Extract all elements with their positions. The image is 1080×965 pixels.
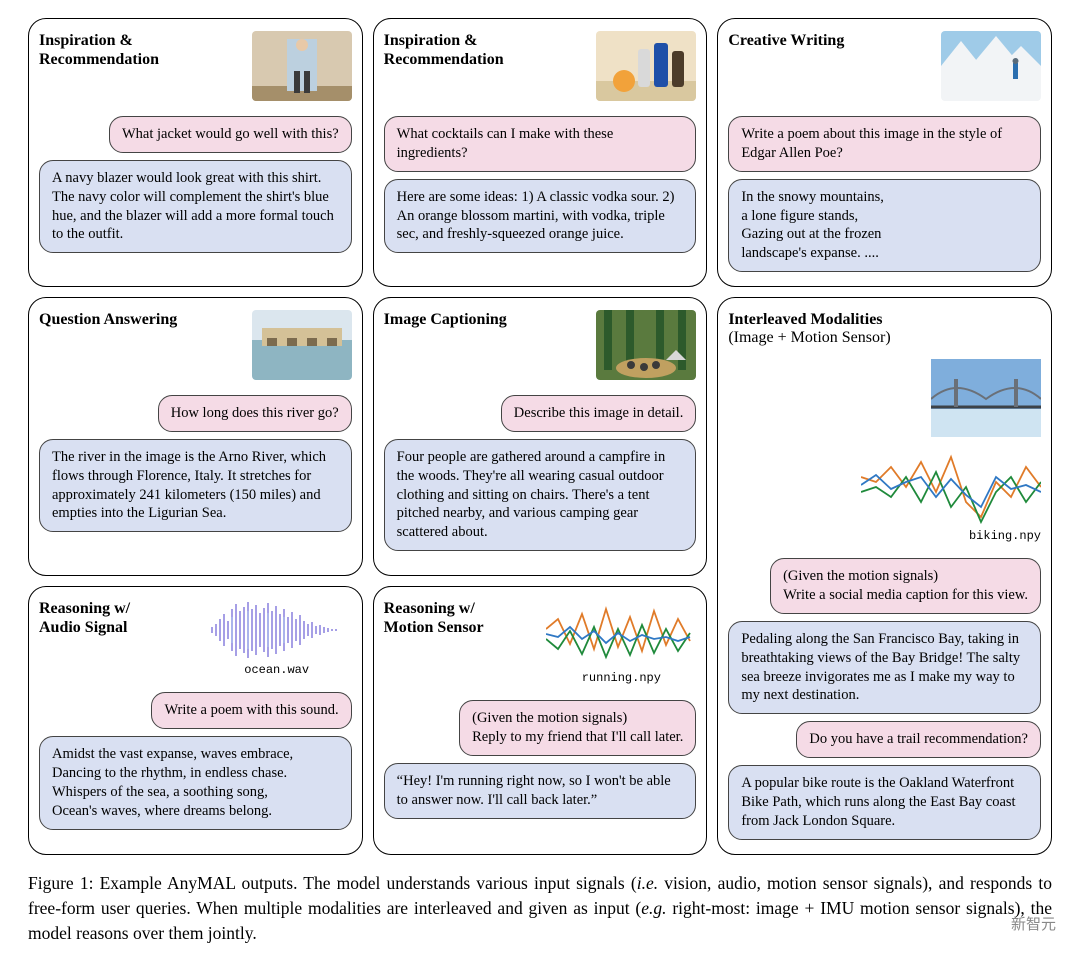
user-bubble: What jacket would go well with this? — [109, 116, 352, 153]
panel-title: Inspiration &Recommendation — [384, 31, 504, 69]
assistant-bubble: Pedaling along the San Francisco Bay, ta… — [728, 621, 1041, 714]
user-bubble: How long does this river go? — [158, 395, 352, 432]
panel-interleaved-modalities: Interleaved Modalities (Image + Motion S… — [717, 297, 1052, 855]
motion-signal-icon — [861, 447, 1041, 527]
user-bubble: (Given the motion signals) Write a socia… — [770, 558, 1041, 614]
watermark: 新智元 — [1011, 913, 1056, 934]
panel-inspiration-cocktails: Inspiration &Recommendation What cocktai… — [373, 18, 708, 287]
audio-waveform-icon — [202, 599, 352, 661]
image-icon — [596, 31, 696, 101]
thumb-snow — [941, 31, 1041, 101]
image-icon — [941, 31, 1041, 101]
motion-signal: running.npy — [546, 599, 696, 685]
thumb-mirror-selfie — [252, 31, 352, 101]
figure-caption: Figure 1: Example AnyMAL outputs. The mo… — [28, 871, 1052, 947]
assistant-bubble: Four people are gathered around a campfi… — [384, 439, 697, 551]
panel-question-answering: Question Answering How long does this ri… — [28, 297, 363, 576]
thumb-bay-bridge — [931, 359, 1041, 437]
signal-label: running.npy — [582, 671, 661, 685]
panel-title: Interleaved Modalities — [728, 311, 882, 328]
assistant-bubble: A popular bike route is the Oakland Wate… — [728, 765, 1041, 840]
panel-reasoning-audio: Reasoning w/Audio Signal — [28, 586, 363, 854]
audio-signal: ocean.wav — [202, 599, 352, 677]
panel-title: Image Captioning — [384, 310, 507, 329]
motion-signal-icon — [546, 599, 696, 669]
assistant-bubble: Amidst the vast expanse, waves embrace, … — [39, 736, 352, 829]
panel-inspiration-outfit: Inspiration &Recommendation What jacket … — [28, 18, 363, 287]
user-bubble: Describe this image in detail. — [501, 395, 697, 432]
panel-creative-writing: Creative Writing Write a poem about this… — [717, 18, 1052, 287]
thumb-campfire — [596, 310, 696, 380]
panel-title: Reasoning w/Motion Sensor — [384, 599, 484, 637]
user-bubble: Write a poem about this image in the sty… — [728, 116, 1041, 172]
assistant-bubble: The river in the image is the Arno River… — [39, 439, 352, 532]
assistant-bubble: Here are some ideas: 1) A classic vodka … — [384, 179, 697, 254]
signal-label: biking.npy — [969, 529, 1041, 543]
user-bubble: (Given the motion signals) Reply to my f… — [459, 700, 696, 756]
thumb-bottles — [596, 31, 696, 101]
assistant-bubble: A navy blazer would look great with this… — [39, 160, 352, 253]
thumb-river — [252, 310, 352, 380]
figure-grid: Inspiration &Recommendation What jacket … — [28, 18, 1052, 855]
panel-reasoning-motion: Reasoning w/Motion Sensor running.npy (G… — [373, 586, 708, 854]
image-icon — [596, 310, 696, 380]
assistant-bubble: In the snowy mountains, a lone figure st… — [728, 179, 1041, 272]
image-icon — [252, 310, 352, 380]
panel-title: Question Answering — [39, 310, 177, 329]
assistant-bubble: “Hey! I'm running right now, so I won't … — [384, 763, 697, 819]
signal-label: ocean.wav — [244, 663, 309, 677]
panel-title: Creative Writing — [728, 31, 844, 50]
user-bubble: What cocktails can I make with these ing… — [384, 116, 697, 172]
panel-title: Reasoning w/Audio Signal — [39, 599, 130, 637]
user-bubble: Do you have a trail recommendation? — [796, 721, 1041, 758]
user-bubble: Write a poem with this sound. — [151, 692, 351, 729]
panel-title: Inspiration &Recommendation — [39, 31, 159, 69]
panel-subtitle: (Image + Motion Sensor) — [728, 329, 890, 346]
image-icon — [252, 31, 352, 101]
panel-image-captioning: Image Captioning Describe this image in … — [373, 297, 708, 576]
